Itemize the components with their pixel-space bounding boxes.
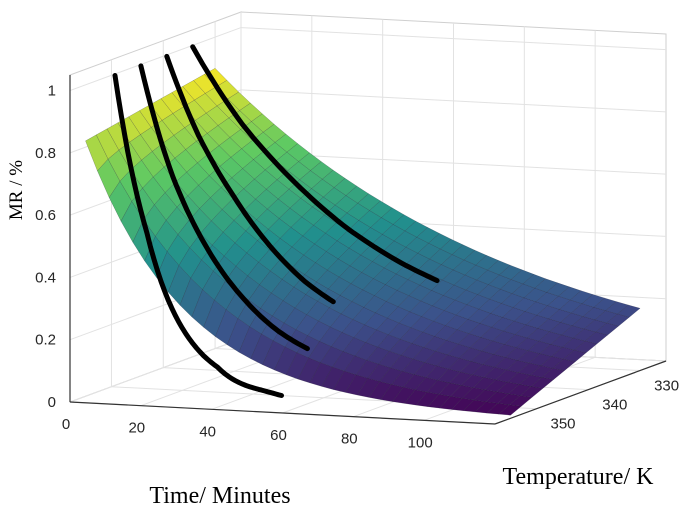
surface-patch <box>616 304 641 318</box>
z-tick-label: 0 <box>48 394 56 411</box>
z-axis-label: MR / % <box>6 160 27 220</box>
grid-line <box>69 27 242 92</box>
experimental-curve <box>190 44 440 284</box>
x-axis-label: Time/ Minutes <box>149 483 290 509</box>
experimental-curve <box>112 73 284 398</box>
x-tick-label: 100 <box>408 434 433 451</box>
experimental-curve <box>164 53 336 305</box>
y-tick-label: 350 <box>551 416 576 433</box>
z-tick-label: 0.6 <box>35 207 56 224</box>
x-tick-label: 60 <box>270 427 287 444</box>
x-tick-label: 20 <box>128 420 145 437</box>
tick-labels: 0 0.2 0.4 0.6 0.8 1 0 20 40 60 80 100 330 340 350 <box>35 83 679 452</box>
grid-line <box>69 338 242 403</box>
z-tick-label: 0.2 <box>35 332 56 349</box>
x-tick-label: 0 <box>62 416 70 433</box>
y-axis-line <box>494 360 667 425</box>
experimental-curve <box>138 63 310 352</box>
z-tick-label: 1 <box>48 83 56 100</box>
x-tick-label: 80 <box>341 431 358 448</box>
experimental-curves <box>112 44 440 398</box>
y-axis-label: Temperature/ K <box>503 464 655 490</box>
y-tick-label: 330 <box>654 378 679 395</box>
x-axis-line <box>69 401 496 425</box>
y-tick-label: 340 <box>602 397 627 414</box>
x-tick-label: 40 <box>199 423 216 440</box>
z-tick-label: 0.8 <box>35 145 56 162</box>
z-tick-label: 0.4 <box>35 269 56 286</box>
